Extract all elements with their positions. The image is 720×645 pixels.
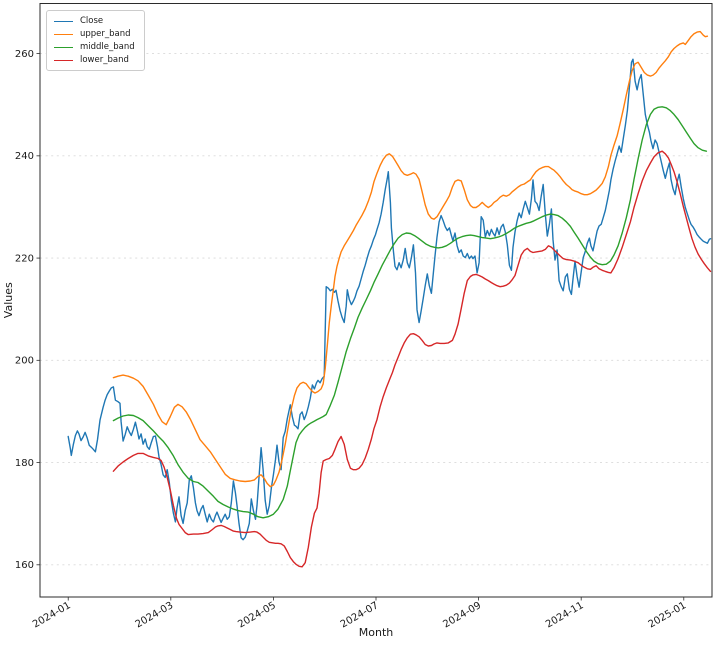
xtick-label-2024-01: 2024-01 xyxy=(31,600,73,630)
legend-label: middle_band xyxy=(80,42,135,52)
xtick-label-2025-01: 2025-01 xyxy=(647,600,689,630)
ytick-label-240: 240 xyxy=(15,151,34,162)
x-axis-label: Month xyxy=(359,626,394,639)
legend-label: upper_band xyxy=(80,29,131,39)
ytick-label-220: 220 xyxy=(15,253,34,264)
ytick-label-260: 260 xyxy=(15,49,34,60)
legend-line-swatch xyxy=(54,33,73,35)
plot-spines xyxy=(39,3,713,598)
series-lower_band xyxy=(112,150,712,568)
ytick-label-200: 200 xyxy=(15,356,34,367)
legend-label: lower_band xyxy=(80,55,129,65)
legend-line-swatch xyxy=(54,20,73,22)
series-Close xyxy=(67,58,712,541)
ytick-label-180: 180 xyxy=(15,458,34,469)
legend-item-Close: Close xyxy=(54,16,135,26)
series-middle_band xyxy=(112,106,708,519)
xtick-label-2024-09: 2024-09 xyxy=(441,600,483,630)
legend-label: Close xyxy=(80,16,104,26)
xtick-label-2024-11: 2024-11 xyxy=(544,600,586,630)
xtick-label-2024-03: 2024-03 xyxy=(134,600,176,630)
y-axis-label: Values xyxy=(2,282,15,318)
legend: Close upper_band middle_band lower_band xyxy=(46,10,145,71)
ytick-label-160: 160 xyxy=(15,560,34,571)
legend-item-middle_band: middle_band xyxy=(54,42,135,52)
series-upper_band xyxy=(112,30,709,488)
legend-line-swatch xyxy=(54,46,73,48)
legend-line-swatch xyxy=(54,59,73,61)
xtick-label-2024-05: 2024-05 xyxy=(236,600,278,630)
legend-item-upper_band: upper_band xyxy=(54,29,135,39)
legend-item-lower_band: lower_band xyxy=(54,55,135,65)
